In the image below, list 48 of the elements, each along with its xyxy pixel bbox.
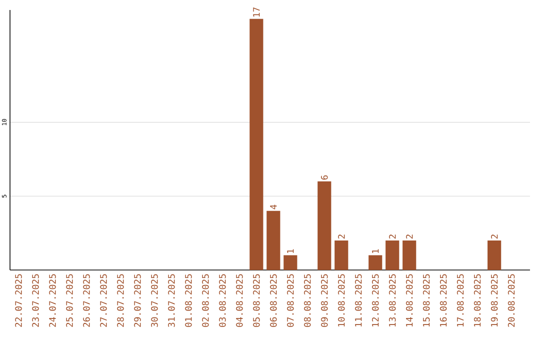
bar xyxy=(368,255,382,270)
bar xyxy=(402,240,416,270)
x-tick-label: 10.08.2025 xyxy=(338,274,345,326)
x-tick-label: 14.08.2025 xyxy=(406,274,413,326)
x-tick-label: 09.08.2025 xyxy=(320,274,328,327)
data-label: 2 xyxy=(490,234,498,239)
x-tick-label: 29.07.2025 xyxy=(134,274,141,327)
bar xyxy=(386,240,400,270)
x-tick-label: 12.08.2025 xyxy=(372,274,379,326)
x-tick-label: 18.08.2025 xyxy=(474,274,481,326)
x-tick-label: 25.07.2025 xyxy=(66,274,73,327)
x-tick-label: 30.07.2025 xyxy=(151,274,158,327)
bar xyxy=(334,240,348,270)
x-tick-label: 28.07.2025 xyxy=(117,274,124,327)
x-tick-label: 24.07.2025 xyxy=(49,274,56,327)
x-tick-label: 04.08.2025 xyxy=(236,274,243,327)
x-tick-label: 08.08.2025 xyxy=(304,274,311,327)
x-tick-label: 20.08.2025 xyxy=(508,274,515,327)
data-label: 2 xyxy=(389,234,396,239)
x-tick-label: 17.08.2025 xyxy=(456,274,464,326)
x-tick-label: 05.08.2025 xyxy=(253,274,260,327)
data-label: 1 xyxy=(372,249,379,253)
data-label: 4 xyxy=(270,204,277,210)
x-tick-label: 31.07.2025 xyxy=(168,274,175,327)
bar xyxy=(488,240,502,270)
data-label: 6 xyxy=(320,175,328,180)
x-tick-label: 03.08.2025 xyxy=(219,274,226,327)
x-tick-label: 16.08.2025 xyxy=(440,274,447,326)
x-tick-label: 19.08.2025 xyxy=(490,274,498,326)
bar xyxy=(284,255,298,270)
data-label: 2 xyxy=(406,234,413,239)
x-tick-label: 07.08.2025 xyxy=(287,274,294,327)
bar xyxy=(250,18,264,270)
data-label: 1 xyxy=(287,249,294,253)
x-tick-label: 23.07.2025 xyxy=(32,274,39,327)
x-tick-label: 01.08.2025 xyxy=(185,274,192,327)
x-tick-label: 15.08.2025 xyxy=(422,274,430,326)
x-tick-label: 13.08.2025 xyxy=(388,274,396,326)
data-label: 2 xyxy=(338,234,345,239)
x-tick-label: 02.08.2025 xyxy=(202,274,209,327)
x-tick-label: 06.08.2025 xyxy=(270,274,277,327)
x-tick-label: 22.07.2025 xyxy=(15,274,22,327)
bar xyxy=(318,181,332,270)
x-tick-label: 11.08.2025 xyxy=(354,274,362,326)
x-tick-label: 27.07.2025 xyxy=(100,274,107,327)
bar xyxy=(266,210,280,270)
data-label: 17 xyxy=(253,8,260,17)
x-tick-label: 26.07.2025 xyxy=(83,274,90,327)
